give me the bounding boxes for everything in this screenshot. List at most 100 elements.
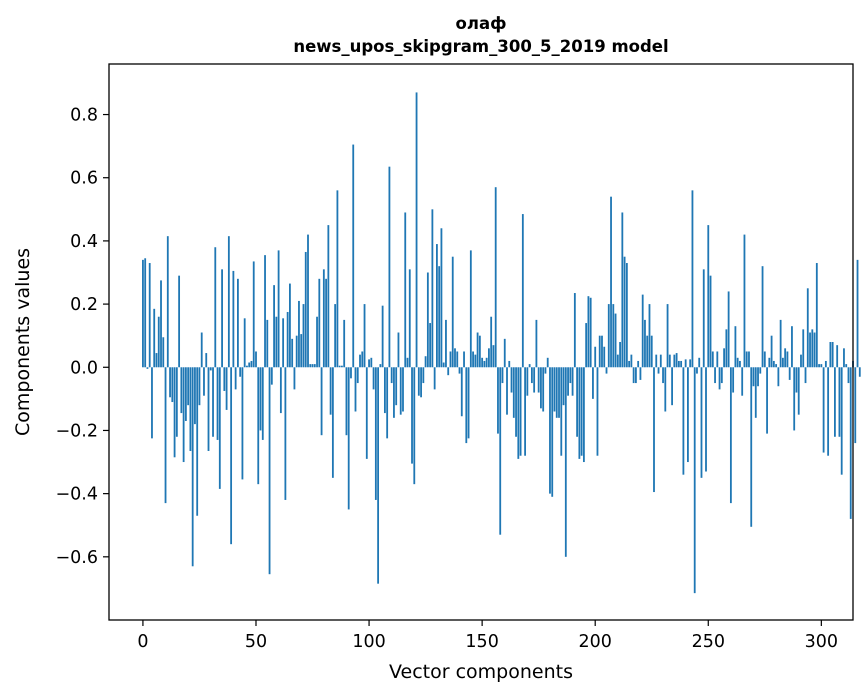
bar-component-265 xyxy=(741,367,744,396)
bar-component-68 xyxy=(295,335,298,368)
bar-component-55 xyxy=(266,319,269,368)
bar-component-221 xyxy=(641,294,644,368)
bar-series xyxy=(142,92,861,594)
bar-component-230 xyxy=(662,367,664,384)
bar-component-62 xyxy=(282,318,285,368)
bar-component-186 xyxy=(562,367,565,406)
bar-component-6 xyxy=(155,353,158,368)
bar-component-211 xyxy=(619,342,621,368)
bar-component-104 xyxy=(377,367,380,584)
bar-component-178 xyxy=(544,367,547,374)
bar-component-49 xyxy=(252,261,255,368)
bar-component-298 xyxy=(815,263,818,368)
bar-component-32 xyxy=(214,247,217,368)
bar-component-317 xyxy=(858,367,861,377)
bar-component-207 xyxy=(610,196,612,368)
bar-component-116 xyxy=(404,212,407,368)
bar-component-118 xyxy=(408,269,411,368)
bar-component-269 xyxy=(750,367,753,527)
bar-component-188 xyxy=(567,367,569,396)
bar-component-117 xyxy=(406,357,409,368)
bar-component-81 xyxy=(325,278,327,368)
bar-component-281 xyxy=(777,367,780,387)
x-tick-label: 100 xyxy=(352,632,385,652)
bar-component-242 xyxy=(689,359,692,368)
bar-component-215 xyxy=(628,360,631,368)
y-tick-label: 0.4 xyxy=(70,232,98,252)
bar-component-200 xyxy=(594,346,597,368)
bar-component-71 xyxy=(302,304,305,368)
bar-component-136 xyxy=(449,351,452,368)
bar-component-5 xyxy=(153,308,156,368)
bar-component-120 xyxy=(413,367,416,485)
bar-component-154 xyxy=(490,316,493,368)
bar-component-294 xyxy=(806,288,809,368)
bar-component-276 xyxy=(766,367,768,434)
bar-component-152 xyxy=(485,357,488,368)
bar-component-44 xyxy=(241,367,244,480)
bar-component-241 xyxy=(687,367,689,463)
y-tick-label: 0.0 xyxy=(70,358,98,378)
bar-component-42 xyxy=(237,278,239,368)
bar-component-76 xyxy=(313,364,316,368)
bar-component-179 xyxy=(546,357,549,368)
bar-component-103 xyxy=(374,367,377,500)
bar-component-149 xyxy=(478,335,481,368)
bar-component-17 xyxy=(180,367,183,414)
bar-component-138 xyxy=(454,348,456,368)
bar-component-209 xyxy=(614,313,617,368)
bar-component-239 xyxy=(682,367,685,475)
bar-component-181 xyxy=(551,367,554,497)
bar-component-205 xyxy=(605,367,608,374)
bar-component-201 xyxy=(596,367,599,456)
bar-component-106 xyxy=(381,305,384,368)
bar-component-216 xyxy=(630,354,633,368)
bar-component-2 xyxy=(146,367,149,369)
bar-component-13 xyxy=(171,367,174,403)
bar-component-286 xyxy=(788,367,791,380)
bar-component-137 xyxy=(451,256,454,368)
bar-component-304 xyxy=(829,342,832,368)
bar-component-63 xyxy=(284,367,287,500)
bar-component-134 xyxy=(445,319,447,368)
bar-component-217 xyxy=(632,367,635,384)
bar-component-277 xyxy=(768,357,771,368)
bar-component-132 xyxy=(440,228,443,368)
bar-component-110 xyxy=(390,367,393,384)
bar-component-34 xyxy=(218,367,221,489)
bar-component-290 xyxy=(797,367,800,415)
bar-component-180 xyxy=(549,367,551,494)
bar-component-283 xyxy=(781,357,784,368)
bar-component-192 xyxy=(576,367,579,437)
bar-component-144 xyxy=(467,367,470,439)
y-axis-label: Components values xyxy=(12,248,34,436)
x-tick-label: 250 xyxy=(692,632,725,652)
bar-component-172 xyxy=(530,367,533,384)
bar-component-293 xyxy=(804,367,807,384)
bar-component-237 xyxy=(677,360,680,368)
bar-component-155 xyxy=(492,345,495,368)
bar-component-102 xyxy=(372,367,375,390)
bar-component-254 xyxy=(716,351,719,368)
bar-component-142 xyxy=(463,351,465,368)
bar-component-165 xyxy=(515,367,517,437)
bar-component-30 xyxy=(209,367,212,371)
bar-component-302 xyxy=(824,360,827,368)
bar-component-173 xyxy=(533,367,536,393)
bar-component-80 xyxy=(322,269,325,368)
bar-component-133 xyxy=(442,362,445,368)
bar-component-73 xyxy=(307,234,309,368)
bar-component-226 xyxy=(653,367,655,493)
bar-component-22 xyxy=(191,367,194,567)
bar-component-213 xyxy=(623,256,626,368)
bar-component-3 xyxy=(148,263,151,368)
bar-component-244 xyxy=(693,367,696,594)
bar-component-99 xyxy=(365,367,368,459)
bar-component-64 xyxy=(286,311,289,368)
bar-component-4 xyxy=(151,367,153,439)
bar-component-262 xyxy=(734,326,737,368)
bar-component-109 xyxy=(388,166,391,368)
bar-component-256 xyxy=(720,367,723,384)
y-tick-label: −0.6 xyxy=(56,548,99,568)
bar-component-39 xyxy=(230,367,233,545)
